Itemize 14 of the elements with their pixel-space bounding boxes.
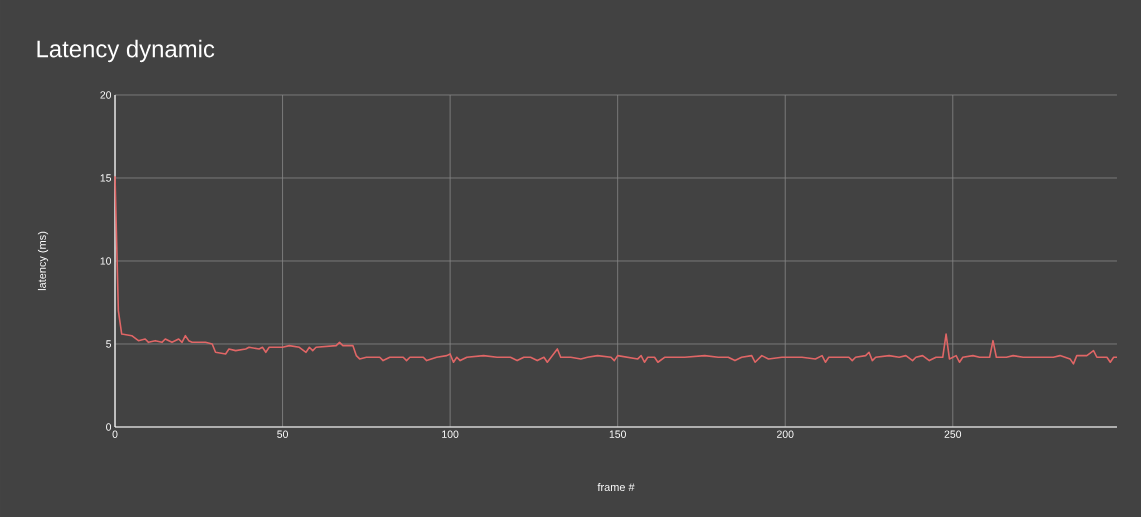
x-tick-label: 100 xyxy=(442,430,459,438)
y-tick-label: 5 xyxy=(106,340,112,348)
x-axis-title: frame # xyxy=(597,482,635,492)
x-tick-label: 0 xyxy=(112,430,118,438)
y-tick-label: 0 xyxy=(106,423,112,431)
x-tick-label: 50 xyxy=(277,430,288,438)
x-tick-label: 200 xyxy=(777,430,794,438)
x-tick-label: 250 xyxy=(944,430,962,438)
x-tick-label: 150 xyxy=(609,430,626,438)
y-tick-label: 10 xyxy=(100,257,112,265)
y-tick-label: 15 xyxy=(100,174,112,182)
chart-title: Latency dynamic xyxy=(37,39,215,63)
y-tick-label: 20 xyxy=(100,91,112,99)
y-axis-title: latency (ms) xyxy=(37,231,49,291)
